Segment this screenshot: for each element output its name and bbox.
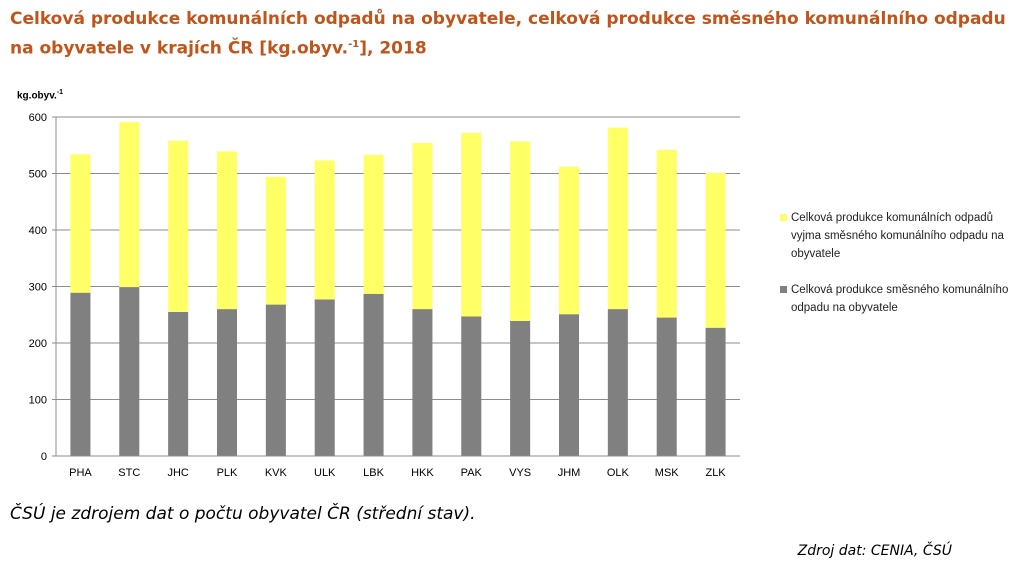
bar-zlk-series-2 — [705, 172, 726, 328]
legend-item-2: Celková produkce směsného komunálního od… — [780, 281, 1020, 317]
x-tick-label-ulk: ULK — [314, 467, 336, 479]
bar-olk-series-2 — [607, 127, 628, 310]
y-tick-label-100: 100 — [29, 395, 47, 407]
x-tick-label-hkk: HKK — [411, 467, 434, 479]
bar-lbk-series-2 — [363, 154, 384, 294]
y-tick-label-200: 200 — [29, 338, 47, 350]
x-tick-label-vys: VYS — [509, 467, 531, 479]
bar-lbk-series-1 — [363, 293, 384, 456]
bar-hkk-series-2 — [412, 142, 433, 310]
x-tick-label-zlk: ZLK — [705, 467, 726, 479]
population-data-note: ČSÚ je zdrojem dat o počtu obyvatel ČR (… — [10, 504, 476, 524]
bar-plk-series-2 — [216, 151, 238, 310]
bar-jhc-series-2 — [168, 140, 189, 312]
legend-item-1: Celková produkce komunálních odpadů vyjm… — [780, 209, 1020, 263]
y-tick-label-0: 0 — [41, 451, 47, 463]
x-tick-label-kvk: KVK — [265, 467, 288, 479]
x-tick-label-lbk: LBK — [363, 467, 384, 479]
bar-kvk-series-1 — [265, 304, 286, 456]
y-tick-label-400: 400 — [29, 225, 47, 237]
legend-swatch — [780, 286, 787, 293]
x-tick-label-stc: STC — [118, 467, 140, 479]
chart-title: Celková produkce komunálních odpadů na o… — [10, 9, 1006, 59]
bar-hkk-series-1 — [412, 309, 433, 456]
bar-jhm-series-1 — [558, 314, 580, 456]
bar-ulk-series-2 — [314, 160, 335, 300]
bar-jhm-series-2 — [558, 166, 580, 315]
x-tick-label-pak: PAK — [461, 467, 483, 479]
bar-vys-series-2 — [510, 141, 531, 321]
x-tick-label-jhc: JHC — [167, 467, 188, 479]
x-tick-label-plk: PLK — [217, 467, 238, 479]
legend-label: Celková produkce směsného komunálního od… — [791, 284, 1009, 314]
x-tick-label-olk: OLK — [607, 467, 630, 479]
y-tick-label-600: 600 — [29, 112, 47, 124]
y-tick-label-500: 500 — [29, 169, 47, 181]
title-superscript: -1 — [348, 39, 360, 50]
bar-stc-series-2 — [119, 122, 140, 288]
x-tick-label-msk: MSK — [655, 467, 680, 479]
bar-msk-series-2 — [656, 149, 677, 318]
bar-jhc-series-1 — [168, 311, 189, 456]
bar-pha-series-2 — [70, 154, 91, 293]
bar-ulk-series-1 — [314, 299, 335, 456]
y-tick-label-300: 300 — [29, 282, 47, 294]
bar-vys-series-1 — [510, 320, 531, 456]
legend-label: Celková produkce komunálních odpadů vyjm… — [791, 212, 1004, 260]
bar-chart: 0 100 200 300 400 500 600 PHA STC JHC PLK KVK ULK LBK… — [29, 112, 740, 479]
x-tick-label-pha: PHA — [69, 467, 92, 479]
bar-plk-series-1 — [216, 309, 238, 456]
data-source: Zdroj dat: CENIA, ČSÚ — [797, 543, 952, 559]
bar-pak-series-1 — [461, 316, 482, 456]
bar-zlk-series-1 — [705, 327, 726, 456]
bar-msk-series-1 — [656, 317, 677, 456]
bar-pha-series-1 — [70, 292, 91, 456]
legend-swatch — [780, 214, 787, 221]
bar-stc-series-1 — [119, 287, 140, 456]
y-axis-unit-label: kg.obyv.-1 — [17, 89, 64, 102]
x-tick-label-jhm: JHM — [558, 467, 581, 479]
bar-kvk-series-2 — [265, 176, 286, 305]
bar-olk-series-1 — [607, 309, 628, 456]
bar-pak-series-2 — [461, 132, 482, 317]
